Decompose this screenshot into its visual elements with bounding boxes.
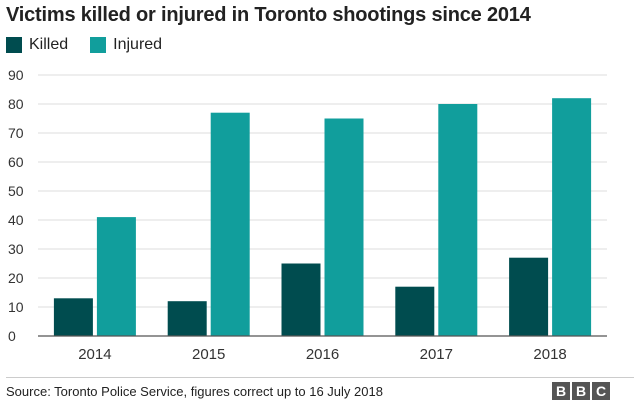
bar-chart: 0 10 20 30 40 50 60 70 80 90 2014 2015 2016 2017 2018 — [8, 67, 607, 363]
bar-killed-2014 — [53, 298, 93, 336]
footer-divider — [6, 377, 634, 378]
chart-title: Victims killed or injured in Toronto sho… — [6, 4, 531, 26]
bbc-logo-letter: C — [592, 382, 610, 400]
y-tick-label: 20 — [8, 270, 24, 286]
y-tick-label: 30 — [8, 241, 24, 257]
legend-item-killed: Killed — [6, 36, 68, 54]
y-tick-label: 60 — [8, 154, 24, 170]
source-note: Source: Toronto Police Service, figures … — [6, 384, 383, 399]
x-tick-label: 2018 — [533, 346, 566, 363]
legend: Killed Injured — [6, 36, 184, 54]
legend-label-injured: Injured — [113, 36, 163, 53]
y-tick-label: 50 — [8, 183, 24, 199]
bar-injured-2016 — [324, 118, 364, 336]
legend-swatch-killed — [6, 37, 22, 53]
bar-killed-2017 — [395, 286, 435, 336]
bar-killed-2015 — [167, 301, 207, 336]
x-tick-label: 2017 — [420, 346, 453, 363]
y-tick-label: 70 — [8, 125, 24, 141]
y-tick-label: 0 — [8, 328, 16, 344]
y-tick-label: 80 — [8, 96, 24, 112]
legend-swatch-injured — [90, 37, 107, 53]
bbc-logo-letter: B — [572, 382, 590, 400]
bbc-logo: B B C — [550, 382, 610, 400]
bar-killed-2016 — [281, 263, 321, 336]
y-tick-label: 40 — [8, 212, 24, 228]
bbc-logo-letter: B — [552, 382, 570, 400]
legend-label-killed: Killed — [29, 36, 69, 53]
bar-injured-2015 — [210, 112, 250, 336]
x-tick-label: 2015 — [192, 346, 225, 363]
y-tick-label: 90 — [8, 67, 24, 83]
bar-injured-2017 — [438, 104, 478, 336]
bar-injured-2014 — [96, 217, 136, 336]
x-tick-label: 2014 — [78, 346, 111, 363]
bar-killed-2018 — [509, 257, 549, 336]
bar-injured-2018 — [552, 98, 592, 336]
y-tick-label: 10 — [8, 299, 24, 315]
legend-item-injured: Injured — [90, 36, 162, 54]
x-tick-label: 2016 — [306, 346, 339, 363]
